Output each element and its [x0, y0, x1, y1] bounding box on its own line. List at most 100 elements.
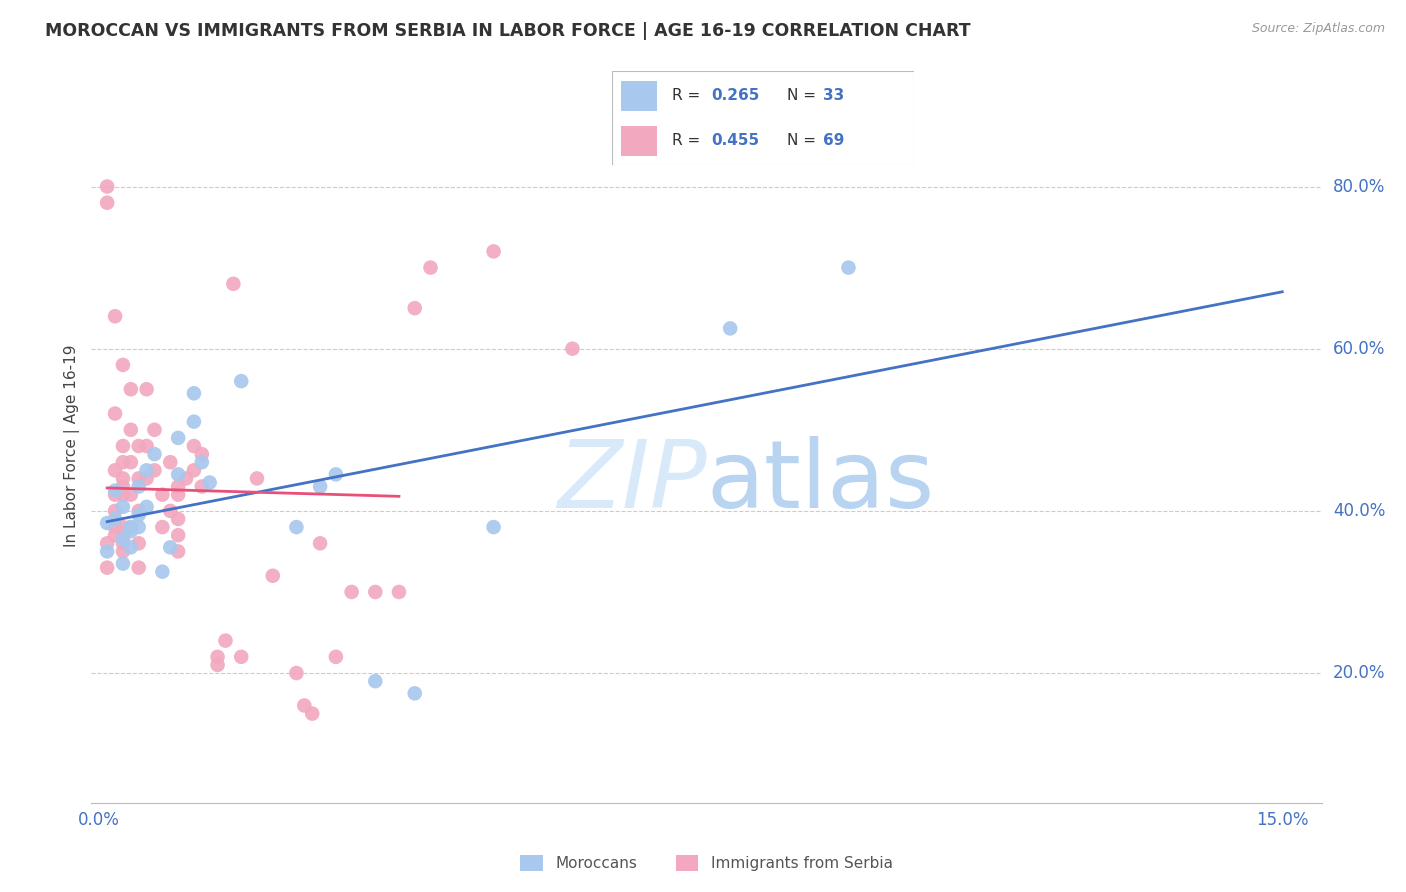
- Point: [183, 386, 205, 401]
- Point: [388, 585, 411, 599]
- Point: [104, 528, 127, 542]
- Point: [191, 447, 214, 461]
- FancyBboxPatch shape: [620, 81, 657, 111]
- Point: [143, 463, 166, 477]
- Point: [837, 260, 859, 275]
- Point: [285, 520, 308, 534]
- Point: [135, 463, 157, 477]
- Point: [183, 415, 205, 429]
- Point: [111, 536, 134, 550]
- Point: [111, 471, 134, 485]
- Point: [96, 560, 118, 574]
- Point: [167, 467, 190, 482]
- Point: [120, 488, 142, 502]
- Point: [325, 649, 347, 664]
- Text: 40.0%: 40.0%: [1333, 502, 1385, 520]
- Point: [718, 321, 741, 335]
- Point: [159, 504, 181, 518]
- Point: [111, 533, 134, 547]
- Point: [262, 568, 284, 582]
- Point: [167, 479, 190, 493]
- Point: [143, 423, 166, 437]
- Point: [96, 516, 118, 530]
- Point: [104, 512, 127, 526]
- Point: [96, 179, 118, 194]
- Point: [135, 500, 157, 514]
- Point: [309, 479, 332, 493]
- FancyBboxPatch shape: [612, 71, 914, 165]
- Point: [111, 528, 134, 542]
- Point: [207, 657, 229, 672]
- Point: [183, 463, 205, 477]
- Point: [128, 508, 150, 522]
- Point: [404, 686, 426, 700]
- Point: [167, 544, 190, 558]
- Text: Source: ZipAtlas.com: Source: ZipAtlas.com: [1251, 22, 1385, 36]
- Point: [167, 512, 190, 526]
- Point: [104, 310, 127, 324]
- Point: [128, 536, 150, 550]
- Point: [120, 455, 142, 469]
- Text: R =: R =: [672, 88, 706, 103]
- Text: ZIP: ZIP: [557, 436, 706, 527]
- Point: [150, 488, 173, 502]
- Text: 80.0%: 80.0%: [1333, 178, 1385, 195]
- Point: [309, 536, 332, 550]
- Point: [207, 649, 229, 664]
- Point: [325, 467, 347, 482]
- Y-axis label: In Labor Force | Age 16-19: In Labor Force | Age 16-19: [65, 344, 80, 548]
- Text: 33: 33: [824, 88, 845, 103]
- Point: [104, 483, 127, 498]
- Point: [104, 463, 127, 477]
- Text: 69: 69: [824, 133, 845, 148]
- Point: [111, 500, 134, 514]
- Point: [191, 479, 214, 493]
- Point: [120, 520, 142, 534]
- Point: [120, 423, 142, 437]
- Text: 0.265: 0.265: [711, 88, 759, 103]
- Point: [128, 479, 150, 493]
- Text: atlas: atlas: [706, 435, 935, 528]
- Point: [183, 439, 205, 453]
- Point: [167, 488, 190, 502]
- Point: [150, 565, 173, 579]
- Text: N =: N =: [787, 88, 821, 103]
- Point: [128, 471, 150, 485]
- Point: [231, 374, 253, 388]
- Point: [135, 439, 157, 453]
- FancyBboxPatch shape: [620, 126, 657, 156]
- Point: [246, 471, 269, 485]
- Point: [174, 471, 197, 485]
- Text: 20.0%: 20.0%: [1333, 664, 1385, 682]
- Point: [419, 260, 441, 275]
- Point: [214, 633, 236, 648]
- Point: [561, 342, 583, 356]
- Point: [159, 541, 181, 555]
- Text: R =: R =: [672, 133, 706, 148]
- Point: [285, 666, 308, 681]
- Point: [482, 520, 505, 534]
- Point: [120, 541, 142, 555]
- Point: [104, 504, 127, 518]
- Point: [111, 544, 134, 558]
- Point: [135, 471, 157, 485]
- Point: [104, 520, 127, 534]
- Point: [111, 479, 134, 493]
- Point: [111, 455, 134, 469]
- Point: [231, 649, 253, 664]
- Point: [301, 706, 323, 721]
- Point: [111, 520, 134, 534]
- Point: [364, 674, 387, 689]
- Point: [111, 439, 134, 453]
- Point: [96, 195, 118, 210]
- Text: 60.0%: 60.0%: [1333, 340, 1385, 358]
- Point: [111, 488, 134, 502]
- Text: N =: N =: [787, 133, 821, 148]
- Point: [482, 244, 505, 259]
- Point: [404, 301, 426, 315]
- Point: [340, 585, 363, 599]
- Point: [104, 488, 127, 502]
- Point: [191, 455, 214, 469]
- Legend: Moroccans, Immigrants from Serbia: Moroccans, Immigrants from Serbia: [515, 849, 898, 877]
- Point: [364, 585, 387, 599]
